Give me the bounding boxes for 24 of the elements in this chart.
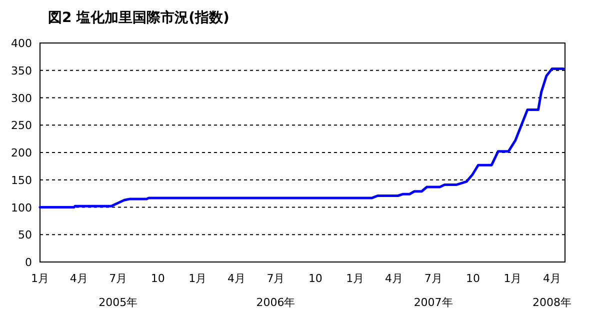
x-tick-label: 10 [466, 272, 480, 285]
x-tick-label: 4月 [70, 272, 88, 285]
x-tick-label: 10 [150, 272, 165, 285]
title: 図2 塩化加里国際市況(指数) [48, 10, 230, 26]
x-tick-label: 4月 [227, 272, 246, 285]
x-tick-label: 1月 [188, 272, 207, 285]
x-tick-label: 7月 2006年 [256, 272, 296, 309]
x-tick-label: 10 [308, 272, 322, 285]
y-tick-label: 250 [11, 119, 32, 132]
y-tick-label: 400 [11, 37, 32, 50]
x-tick-label: 7月 2007年 [414, 272, 453, 309]
y-tick-label: 0 [25, 256, 32, 269]
y-tick-label: 300 [11, 92, 32, 105]
y-tick-label: 100 [11, 201, 32, 214]
x-tick-label: 4月 [385, 272, 404, 285]
y-tick-label: 200 [11, 146, 32, 160]
y-tick-label: 350 [11, 64, 32, 78]
y-tick-label: 50 [18, 228, 32, 242]
y-tick-label: 150 [11, 174, 32, 187]
x-tick-label: 1月 [504, 272, 522, 285]
x-tick-label: 1月 [31, 272, 49, 285]
x-tick-label: 7月 2005年 [98, 272, 138, 309]
x-tick-label: 4月 2008年 [532, 272, 572, 309]
x-tick-label: 1月 [346, 272, 364, 285]
